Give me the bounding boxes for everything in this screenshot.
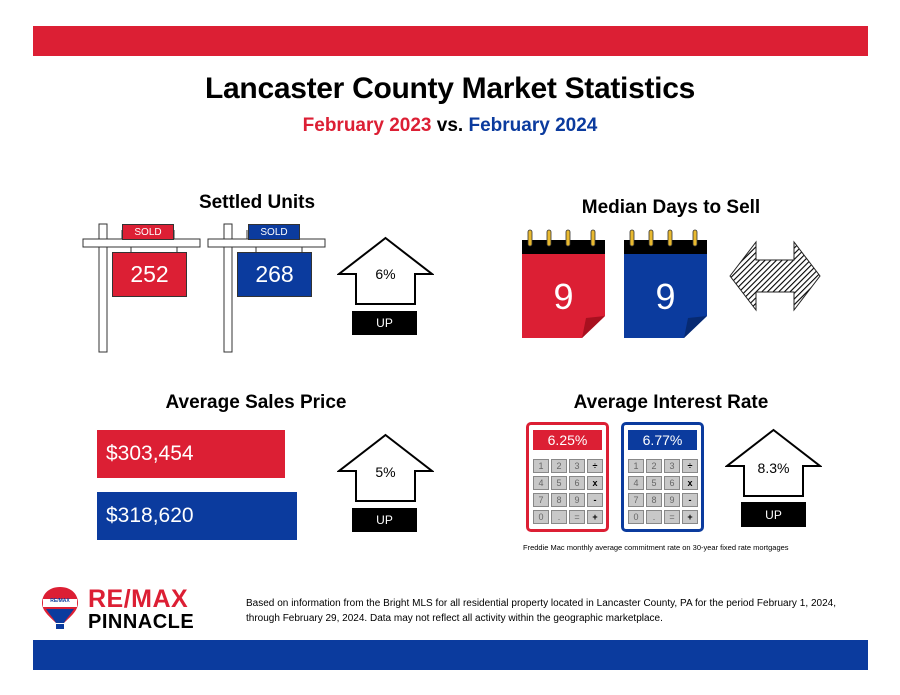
calculator-key: + [587, 510, 603, 524]
double-arrow-icon [728, 240, 822, 312]
sign-post-icon-2023 [82, 222, 202, 354]
calculator-key: x [682, 476, 698, 490]
calculator-key: 8 [551, 493, 567, 507]
calculator-key: ÷ [682, 459, 698, 473]
page-title: Lancaster County Market Statistics [205, 72, 695, 105]
calculator-key: 9 [569, 493, 585, 507]
logo-name: PINNACLE [88, 611, 195, 633]
calculator-key: = [569, 510, 585, 524]
top-red-bar [33, 26, 868, 56]
calculator-key: 4 [628, 476, 644, 490]
calculator-key: 1 [533, 459, 549, 473]
calculator-key: - [587, 493, 603, 507]
calculator-key: 1 [628, 459, 644, 473]
avg-price-title: Average Sales Price [165, 392, 347, 413]
calculator-key: 2 [646, 459, 662, 473]
sold-sign-2024: SOLD [248, 224, 300, 240]
calculator-key: 8 [646, 493, 662, 507]
calculator-key: 3 [569, 459, 585, 473]
calculator-key: 0 [533, 510, 549, 524]
calculator-key: x [587, 476, 603, 490]
calculator-key: 3 [664, 459, 680, 473]
calculator-key: . [551, 510, 567, 524]
calculator-key: 4 [533, 476, 549, 490]
period-2023: February 2023 [302, 115, 432, 136]
median-days-2023: 9 [553, 276, 574, 317]
median-days-2024: 9 [655, 276, 676, 317]
avg-price-2024: $318,620 [97, 492, 297, 540]
balloon-logo-icon [40, 585, 80, 633]
calculator-key: = [664, 510, 680, 524]
avg-price-change: 5% [375, 464, 396, 480]
interest-rate-2023: 6.25% [532, 429, 603, 451]
calculator-key: 7 [533, 493, 549, 507]
calculator-key: . [646, 510, 662, 524]
calculator-key: 6 [569, 476, 585, 490]
interest-rate-2024: 6.77% [627, 429, 698, 451]
page-subtitle: February 2023 vs. February 2024 [0, 115, 900, 137]
settled-units-direction: UP [352, 311, 417, 335]
calculator-key: 2 [551, 459, 567, 473]
up-arrow-icon [336, 236, 435, 306]
calculator-icon-2024: 6.77% 1 2 3 ÷ 4 5 6 x 7 8 9- 0. = + [621, 422, 704, 532]
settled-units-title: Settled Units [198, 192, 316, 213]
settled-units-2024: 268 [237, 252, 312, 297]
interest-rate-change: 8.3% [757, 460, 790, 476]
calculator-key: 6 [664, 476, 680, 490]
calculator-key: 0 [628, 510, 644, 524]
balloon-logo-text: RE/MAX [50, 598, 70, 604]
calendar-icon-2023 [520, 226, 607, 340]
logo-brand: RE/MAX [88, 585, 189, 613]
interest-rate-footnote: Freddie Mac monthly average commitment r… [523, 543, 789, 552]
vs-label: vs. [436, 115, 464, 136]
calendar-icon-2024 [622, 226, 709, 340]
calculator-key: + [682, 510, 698, 524]
settled-units-2023: 252 [112, 252, 187, 297]
settled-units-change: 6% [375, 266, 396, 282]
calculator-key: 5 [551, 476, 567, 490]
median-days-title: Median Days to Sell [581, 197, 761, 218]
calculator-key: ÷ [587, 459, 603, 473]
footer-disclaimer: Based on information from the Bright MLS… [246, 598, 836, 624]
avg-price-direction: UP [352, 508, 417, 532]
period-2024: February 2024 [468, 115, 598, 136]
bottom-blue-bar [33, 640, 868, 670]
calculator-key: - [682, 493, 698, 507]
calculator-icon-2023: 6.25% 1 2 3 ÷ 4 5 6 x 7 8 9- 0. = + [526, 422, 609, 532]
calculator-key: 5 [646, 476, 662, 490]
calculator-key: 9 [664, 493, 680, 507]
sold-sign-2023: SOLD [122, 224, 174, 240]
avg-price-2023: $303,454 [97, 430, 285, 478]
up-arrow-icon [724, 428, 823, 498]
interest-rate-title: Average Interest Rate [573, 392, 769, 413]
calculator-key: 7 [628, 493, 644, 507]
interest-rate-direction: UP [741, 502, 806, 527]
up-arrow-icon [336, 433, 435, 503]
